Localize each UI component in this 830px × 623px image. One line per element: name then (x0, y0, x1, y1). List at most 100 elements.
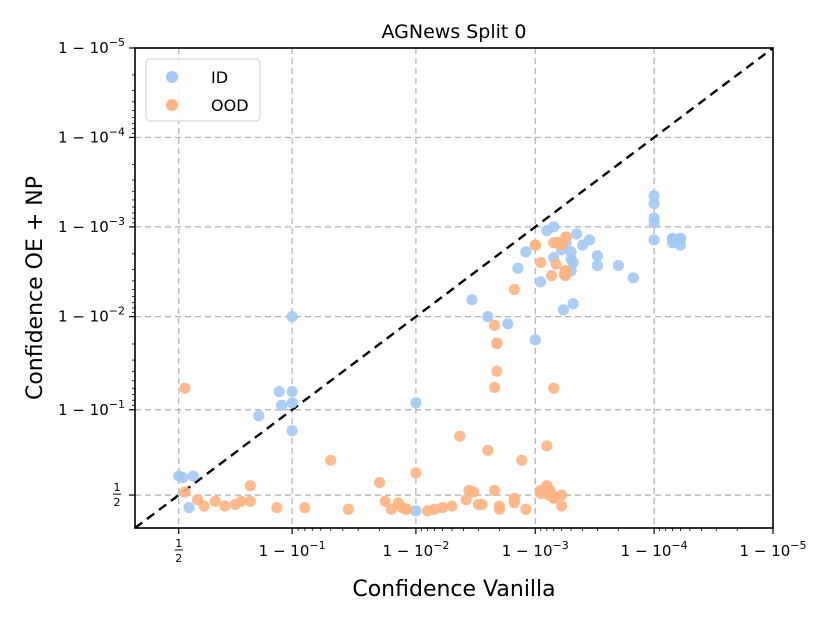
scatter-point-id (529, 334, 541, 346)
scatter-point-ood (342, 503, 355, 515)
scatter-point-ood (516, 454, 528, 466)
scatter-point-ood (488, 319, 501, 332)
scatter-point-ood (400, 503, 413, 515)
x-axis-ticks: 1 2 1 − 10−1 1 − 10−2 1 − 10−3 1 − 10−4 1 − 10… (174, 528, 807, 565)
scatter-point-id (482, 311, 494, 323)
scatter-point-ood (491, 365, 503, 377)
tick-label-text: 1 − 10−3 (502, 539, 569, 560)
scatter-point-id (548, 221, 560, 233)
scatter-point-id (648, 190, 660, 202)
legend-marker-ood (166, 99, 178, 111)
x-tick-label: 1 − 10−5 (740, 539, 807, 560)
scatter-point-ood (379, 495, 391, 507)
tick-label-text: 1 − 10−4 (621, 539, 688, 560)
y-axis-label: Confidence OE + NP (23, 176, 48, 400)
y-tick-label: 1 − 10−1 (58, 398, 125, 419)
scatter-point-id (648, 198, 660, 210)
scatter-point-ood (491, 337, 503, 349)
scatter-point-ood (488, 484, 501, 497)
scatter-point-id (275, 399, 288, 411)
scatter-point-ood (548, 491, 560, 503)
diagonal-reference-line (134, 47, 774, 529)
scatter-point-ood (209, 495, 221, 507)
scatter-point-ood (535, 256, 547, 269)
y-tick-label: 1 − 10−5 (58, 36, 125, 57)
scatter-point-ood (198, 500, 210, 512)
scatter-point-id (627, 272, 639, 284)
scatter-point-id (520, 246, 532, 258)
scatter-point-id (183, 502, 195, 514)
legend-label-ood: OOD (211, 96, 249, 115)
scatter-point-id (286, 311, 298, 323)
tick-label-numerator: 1 (175, 537, 182, 550)
legend-label-id: ID (211, 68, 228, 87)
scatter-point-ood (551, 237, 564, 249)
scatter-point-id (648, 212, 660, 224)
scatter-point-id (591, 259, 604, 272)
y-tick-label: 1 − 10−4 (58, 125, 125, 146)
scatter-point-id (570, 228, 583, 240)
scatter-point-id (187, 470, 199, 482)
tick-label-text: 1 − 10−2 (382, 539, 449, 560)
y-tick-label: 1 − 10−3 (58, 215, 125, 236)
scatter-point-id (466, 294, 478, 306)
scatter-point-id (410, 397, 422, 409)
tick-label-text: 1 − 10−3 (58, 215, 125, 236)
scatter-point-id (612, 259, 624, 272)
scatter-point-ood (559, 270, 571, 282)
scatter-point-id (286, 385, 298, 398)
scatter-point-ood (476, 498, 488, 511)
scatter-point-ood (560, 231, 572, 243)
scatter-point-ood (556, 500, 568, 512)
scatter-point-ood (446, 500, 458, 512)
scatter-point-id (648, 234, 660, 246)
scatter-point-ood (550, 258, 562, 270)
scatter-point-ood (529, 239, 541, 251)
scatter-point-ood (467, 486, 480, 498)
scatter-point-ood (244, 480, 256, 492)
scatter-point-id (567, 298, 579, 310)
scatter-point-ood (460, 494, 472, 506)
scatter-point-ood (244, 495, 256, 507)
scatter-point-id (666, 237, 679, 249)
y-axis-ticks: 1 2 1 − 10−1 1 − 10−2 1 − 10−3 1 − 10−4 1 − 10… (58, 36, 135, 509)
tick-label-denominator: 2 (175, 552, 182, 565)
scatter-point-ood (545, 270, 558, 282)
scatter-point-ood (508, 497, 520, 509)
scatter-point-ood (541, 440, 553, 452)
scatter-point-id (591, 250, 604, 262)
tick-label-text: 1 − 10−1 (259, 539, 326, 560)
scatter-point-ood (520, 503, 532, 515)
x-tick-label: 1 − 10−4 (621, 539, 688, 560)
scatter-point-id (535, 276, 547, 288)
scatter-point-ood (271, 502, 283, 514)
scatter-point-id (567, 256, 579, 269)
scatter-point-ood (454, 430, 466, 442)
tick-label-denominator: 2 (114, 496, 121, 509)
tick-label-text: 1 − 10−4 (58, 125, 125, 146)
scatter-point-ood (179, 382, 191, 394)
scatter-point-ood (436, 502, 449, 514)
x-axis-label: Confidence Vanilla (352, 577, 555, 602)
scatter-point-ood (482, 444, 494, 456)
tick-label-text: 1 − 10−1 (58, 398, 125, 419)
scatter-point-id (177, 472, 189, 484)
scatter-point-ood (299, 502, 311, 514)
scatter-point-ood (508, 283, 520, 296)
tick-label-numerator: 1 (114, 481, 121, 494)
scatter-point-ood (493, 503, 506, 515)
plot-area-frame (134, 47, 774, 529)
scatter-point-ood (219, 500, 231, 512)
scatter-point-id (512, 262, 524, 274)
scatter-point-ood (179, 486, 191, 498)
y-tick-label: 1 − 10−2 (58, 305, 125, 326)
x-tick-label: 1 − 10−3 (502, 539, 569, 560)
scatter-point-id (286, 425, 298, 437)
x-tick-label: 1 − 10−1 (259, 539, 326, 560)
scatter-point-ood (374, 476, 386, 489)
scatter-point-id (557, 304, 569, 316)
tick-label-text: 1 − 10−5 (740, 539, 807, 560)
legend: ID OOD (145, 58, 261, 122)
scatter-point-id (583, 234, 596, 246)
